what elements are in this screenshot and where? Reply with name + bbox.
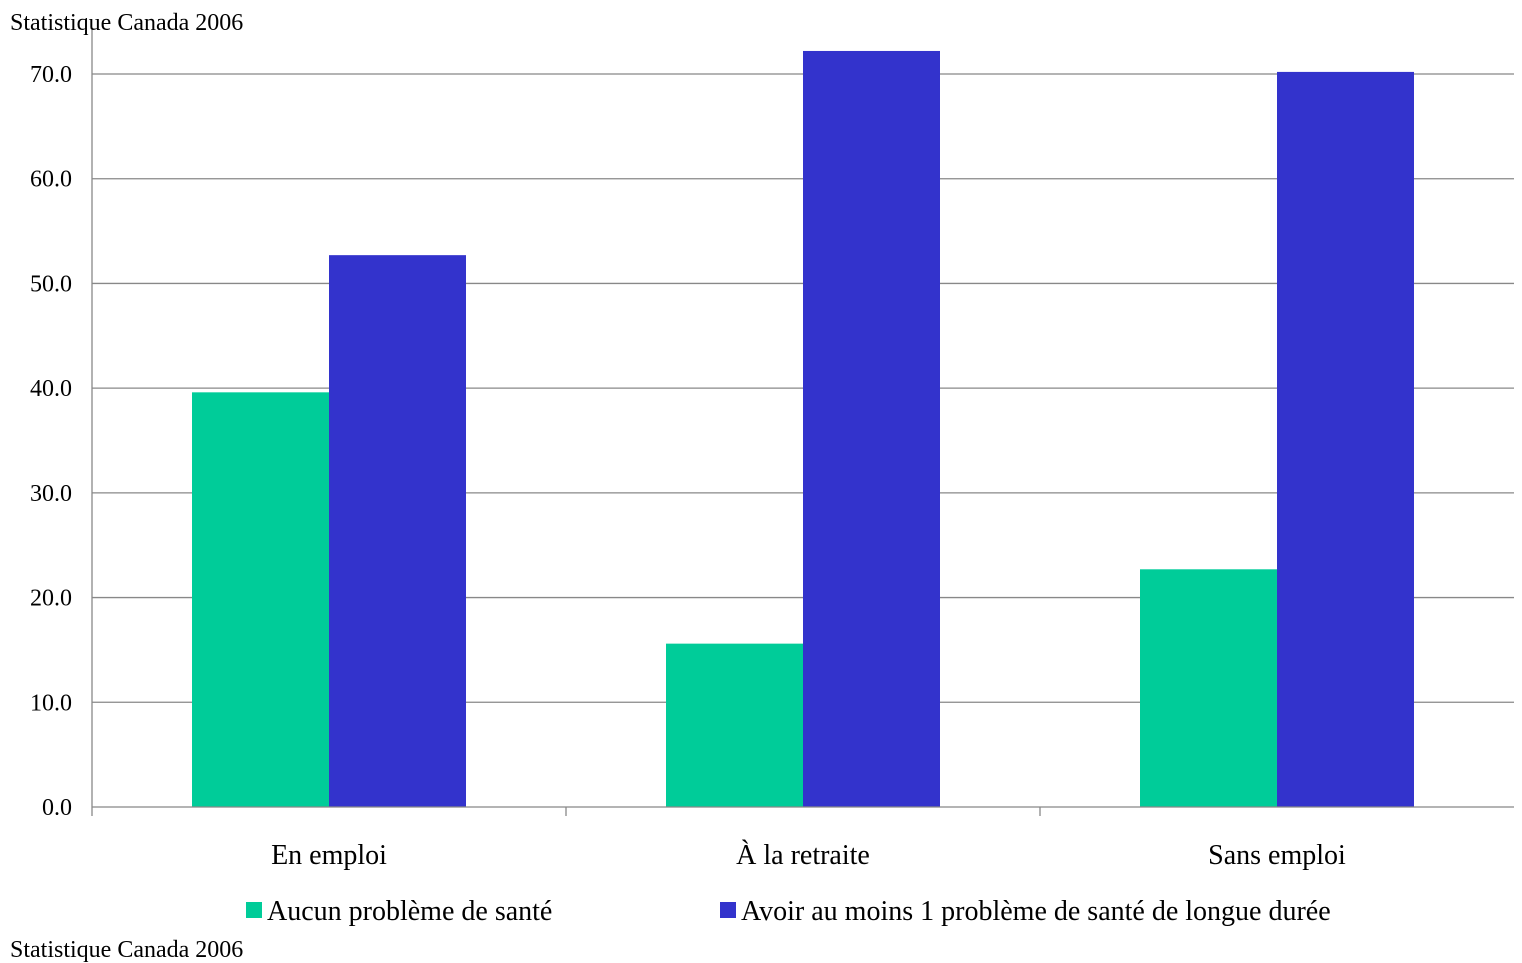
legend-label: Aucun problème de santé <box>267 896 552 927</box>
bar <box>1277 71 1414 808</box>
y-tick-label: 50.0 <box>30 271 72 297</box>
y-tick-label: 70.0 <box>30 62 72 88</box>
bar <box>1140 569 1277 807</box>
bar <box>192 392 329 807</box>
y-tick-label: 10.0 <box>30 690 72 716</box>
y-tick-labels: 0.0 10.0 20.0 30.0 40.0 50.0 60.0 70.0 <box>30 62 72 821</box>
x-tick-label: En emploi <box>271 840 387 871</box>
y-tick-label: 40.0 <box>30 376 72 402</box>
y-tick-label: 30.0 <box>30 481 72 507</box>
legend: Aucun problème de santé Avoir au moins 1 … <box>246 896 1331 927</box>
legend-swatch <box>246 902 262 918</box>
bar <box>666 643 803 807</box>
x-tick-label: À la retraite <box>736 840 870 871</box>
bars <box>192 50 1414 808</box>
y-tick-label: 20.0 <box>30 586 72 612</box>
x-tick-labels: En emploi À la retraite Sans emploi <box>271 840 1346 871</box>
legend-swatch <box>720 902 736 918</box>
footer-source-text: Statistique Canada 2006 <box>10 937 243 963</box>
header-source-text: Statistique Canada 2006 <box>10 10 243 36</box>
y-tick-label: 0.0 <box>42 795 72 821</box>
bar <box>329 255 466 808</box>
y-tick-label: 60.0 <box>30 167 72 193</box>
legend-label: Avoir au moins 1 problème de santé de lo… <box>741 896 1331 927</box>
axes <box>91 30 1514 816</box>
bar <box>803 50 940 808</box>
x-tick-label: Sans emploi <box>1208 840 1346 871</box>
